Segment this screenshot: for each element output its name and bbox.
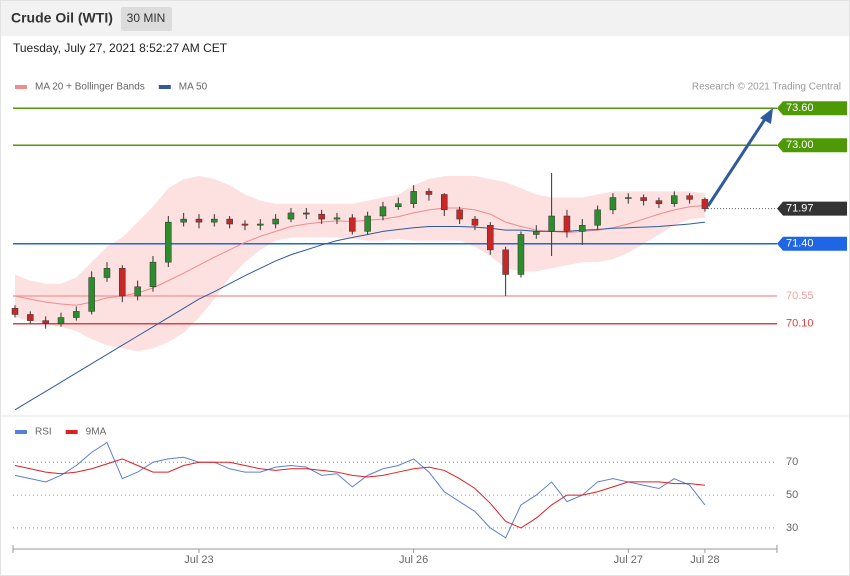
candle-body — [471, 218, 479, 226]
candle-body — [42, 320, 49, 324]
candle-body — [379, 206, 387, 217]
candle-body — [609, 197, 617, 211]
candle-body — [456, 209, 463, 220]
candle-body — [241, 223, 249, 226]
level-tag — [777, 201, 847, 216]
candle-body — [487, 224, 494, 251]
level-tag — [777, 236, 847, 251]
legend-swatch — [15, 430, 27, 434]
candle-body — [149, 261, 157, 288]
candle-body — [579, 224, 586, 232]
credit: Research © 2021 Trading Central — [692, 82, 841, 93]
candle-body — [272, 218, 279, 225]
legend-label: 9MA — [86, 427, 107, 438]
ma-line — [14, 205, 705, 306]
legend-label: MA 20 + Bollinger Bands — [35, 82, 145, 93]
candle-body — [349, 217, 356, 232]
y-tick-label: 30 — [786, 522, 798, 534]
candle-body — [303, 212, 310, 215]
forecast-arrow — [706, 115, 769, 207]
candle-body — [88, 277, 95, 312]
candle-body — [333, 217, 341, 220]
rsi-line — [14, 441, 706, 539]
y-tick-label: 50 — [786, 489, 798, 501]
level-label: 71.97 — [786, 203, 814, 215]
candle-body — [165, 221, 172, 263]
candle-body — [180, 218, 187, 223]
x-tick-label: Jul 28 — [690, 554, 719, 566]
legend-swatch — [65, 430, 78, 434]
instrument-title: Crude Oil (WTI) — [11, 10, 113, 26]
candle-body — [548, 215, 555, 232]
candle-body — [211, 218, 218, 223]
level-label: 70.55 — [786, 290, 814, 302]
level-label: 71.40 — [786, 238, 814, 250]
candle-body — [517, 234, 525, 275]
timestamp: Tuesday, July 27, 2021 8:52:27 AM CET — [13, 41, 228, 55]
candle-body — [257, 223, 264, 226]
legend-label: MA 50 — [179, 82, 208, 93]
x-tick-label: Jul 26 — [399, 554, 428, 566]
candle-body — [441, 194, 448, 211]
candle-body — [671, 195, 678, 204]
candle-body — [625, 197, 632, 199]
candle-body — [226, 218, 233, 225]
candle-body — [594, 209, 601, 226]
candle-body — [318, 213, 325, 220]
candle-body — [502, 249, 509, 275]
candle-body — [27, 314, 34, 321]
candle-body — [395, 203, 402, 208]
bollinger-band — [14, 176, 705, 352]
interval-badge[interactable] — [121, 7, 172, 31]
candle-body — [655, 200, 663, 204]
legend-label: RSI — [35, 427, 52, 438]
x-tick-label: Jul 23 — [184, 554, 213, 566]
candle-body — [410, 191, 417, 204]
candle-body — [425, 191, 433, 195]
legend-swatch — [158, 85, 171, 89]
candle-body — [364, 215, 371, 232]
interval-label[interactable]: 30 MIN — [127, 11, 166, 25]
candle-body — [701, 199, 709, 209]
candle-body — [73, 311, 80, 318]
candle-body — [57, 317, 65, 324]
candle-body — [134, 286, 141, 297]
x-tick-label: Jul 27 — [614, 554, 643, 566]
rsi-line — [14, 458, 705, 529]
level-tag — [777, 101, 847, 116]
level-label: 73.60 — [786, 102, 814, 114]
candle-body — [563, 215, 571, 232]
candle-body — [640, 197, 647, 201]
level-label: 73.00 — [786, 139, 814, 151]
candle-body — [195, 218, 203, 223]
level-label: 70.10 — [786, 318, 814, 330]
ma-line — [14, 221, 705, 411]
candle-body — [686, 195, 693, 200]
candle-body — [533, 231, 540, 235]
candle-body — [119, 268, 126, 297]
candle-body — [103, 268, 111, 278]
forecast-arrow-head — [760, 108, 773, 124]
candle-body — [287, 212, 295, 220]
y-tick-label: 70 — [786, 456, 798, 468]
level-tag — [777, 138, 847, 153]
candle-body — [11, 308, 19, 315]
legend-swatch — [15, 85, 27, 89]
